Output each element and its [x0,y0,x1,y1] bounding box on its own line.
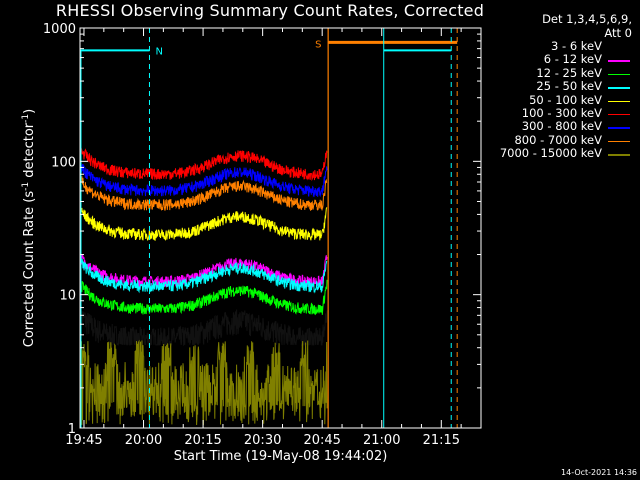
legend-label: 25 - 50 keV [536,79,602,94]
y-axis-label: Corrected Count Rate (s-1 detector-1) [21,109,37,347]
y-tick-label: 10 [59,289,76,304]
legend-swatch [608,73,630,76]
legend-item: 3 - 6 keV [472,39,632,53]
legend-swatch [608,47,630,49]
legend-swatch [608,87,630,89]
series-3-6 [80,305,328,347]
timestamp: 14-Oct-2021 14:36 [561,468,637,477]
series-layer [80,147,328,426]
series-800-7000 [80,175,328,211]
legend-swatch [608,100,630,103]
legend-item: 25 - 50 keV [472,79,632,94]
saa-label: S [315,39,321,50]
legend-header-line-2: Att 0 [604,26,632,40]
legend-swatch [608,127,630,129]
x-axis-label: Start Time (19-May-08 19:44:02) [174,449,388,464]
plot-frame [79,27,482,429]
legend-item: 12 - 25 keV [472,65,632,80]
x-tick-label: 21:00 [363,433,400,448]
series-100-300 [80,147,328,182]
legend: Det 1,3,4,5,6,9, Att 0 3 - 6 keV 6 - 12 k… [472,12,632,161]
y-tick-label: 1000 [43,22,76,37]
x-tick-label: 20:15 [184,433,221,448]
series-50-100 [80,207,328,241]
series-12-25 [80,279,328,316]
legend-label: 800 - 7000 keV [514,132,602,147]
legend-swatch [608,154,630,156]
annotation-layer: NS [80,28,458,428]
legend-swatch [608,140,630,143]
legend-swatch [608,60,630,62]
legend-label: 7000 - 15000 keV [499,146,602,161]
y-tick-label: 1 [68,422,76,437]
legend-item: 6 - 12 keV [472,53,632,66]
x-tick-label: 20:30 [244,433,281,448]
x-tick-label: 20:45 [303,433,340,448]
x-tick-label: 19:45 [65,433,102,448]
legend-rows: 3 - 6 keV 6 - 12 keV 12 - 25 keV 25 - 50 ke… [472,39,632,161]
night-label: N [155,46,162,57]
series-300-800 [80,161,328,198]
x-tick-label: 20:00 [125,433,162,448]
legend-header-line-1: Det 1,3,4,5,6,9, [542,12,632,26]
y-tick-label: 100 [51,155,76,170]
legend-item: 7000 - 15000 keV [472,146,632,161]
legend-label: 50 - 100 keV [529,92,602,107]
legend-item: 800 - 7000 keV [472,132,632,147]
x-tick-label: 21:15 [423,433,460,448]
axis-layer: 1 10 100 1000 19:45 20:00 20:15 20:30 20:45 21:00… [21,22,482,464]
legend-item: 300 - 800 keV [472,120,632,133]
series-7000-15000 [80,339,328,426]
legend-label: 300 - 800 keV [521,119,602,134]
series-25-50 [80,258,328,294]
legend-label: 3 - 6 keV [551,39,602,53]
legend-item: 100 - 300 keV [472,105,632,120]
chart-title: RHESSI Observing Summary Count Rates, Co… [55,1,485,20]
legend-label: 100 - 300 keV [521,105,602,120]
legend-item: 50 - 100 keV [472,92,632,107]
legend-label: 6 - 12 keV [543,52,602,67]
legend-swatch [608,113,630,116]
legend-label: 12 - 25 keV [536,65,602,80]
